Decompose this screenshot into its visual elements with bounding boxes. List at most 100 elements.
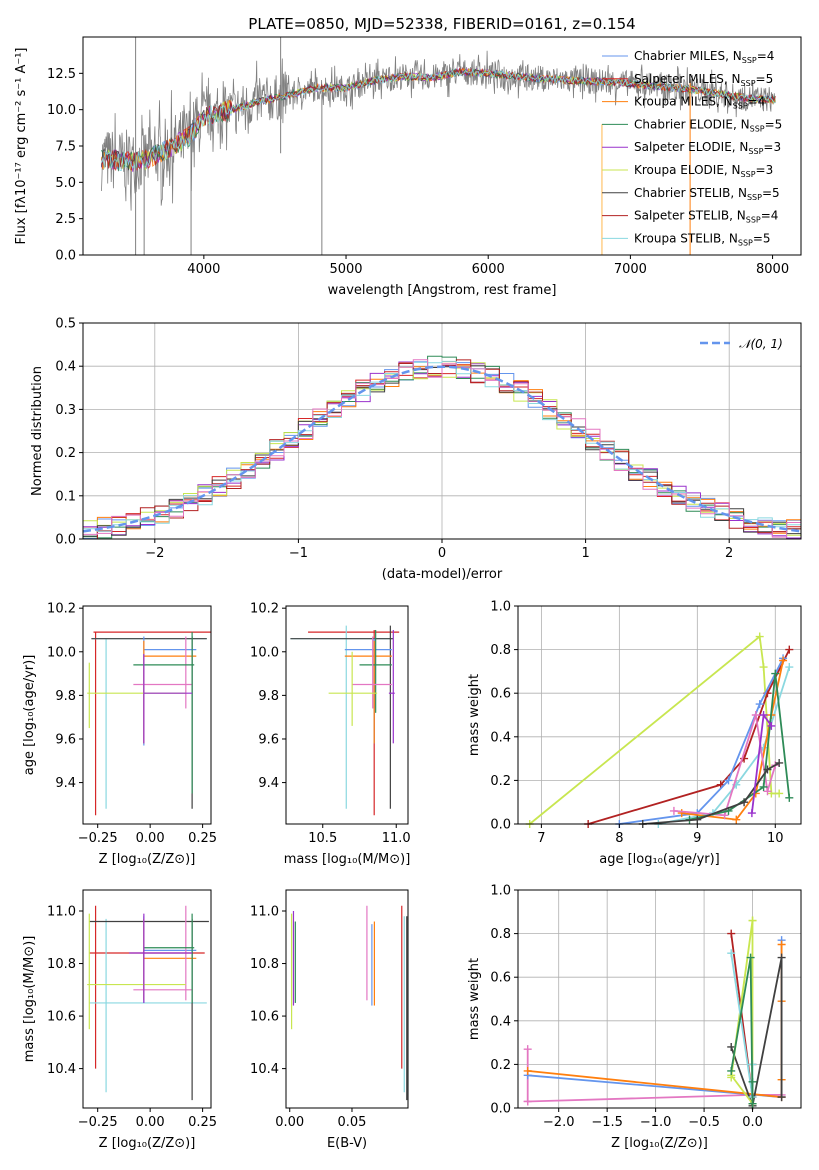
y-tick-label: 0.5 xyxy=(55,317,76,332)
weight-marker xyxy=(746,953,755,962)
legend-label: Kroupa STELIB, NSSP=5 xyxy=(634,231,771,247)
weight-line xyxy=(689,673,791,821)
x-tick-label: 7 xyxy=(537,831,545,846)
legend-label: Kroupa MILES, NSSP=4 xyxy=(634,95,765,111)
weight-marker xyxy=(775,789,784,798)
weight-marker xyxy=(748,1099,757,1108)
y-tick-label: 0.0 xyxy=(490,1102,511,1117)
y-tick-label: 0.1 xyxy=(55,489,76,504)
x-tick-label: −1.5 xyxy=(591,1115,623,1130)
plot-frame xyxy=(517,605,802,825)
x-tick-label: −1 xyxy=(289,546,308,561)
y-tick-label: 0.4 xyxy=(55,360,76,375)
y-tick-label: 11.0 xyxy=(250,905,279,920)
legend-suffix: =4 xyxy=(748,95,766,109)
y-tick-label: 10.8 xyxy=(47,957,76,972)
x-tick-label: 8 xyxy=(615,831,623,846)
y-tick-label: 10.4 xyxy=(250,1062,279,1077)
legend-label: Chabrier ELODIE, NSSP=5 xyxy=(634,117,782,133)
x-axis-label: E(B-V) xyxy=(327,1136,367,1151)
legend-label: Chabrier MILES, NSSP=4 xyxy=(634,49,774,65)
histograms xyxy=(83,355,801,539)
x-tick-label: 10.5 xyxy=(308,831,337,846)
y-tick-label: 0.3 xyxy=(55,403,76,418)
legend-label: Chabrier STELIB, NSSP=5 xyxy=(634,186,780,202)
y-tick-label: 9.8 xyxy=(258,689,279,704)
weight-marker xyxy=(785,793,794,802)
weight-marker xyxy=(724,776,733,785)
legend-suffix: =4 xyxy=(757,49,775,63)
y-tick-label: 9.8 xyxy=(55,689,76,704)
weight-marker xyxy=(523,1097,532,1106)
y-tick-label: 11.0 xyxy=(47,905,76,920)
legend-sub: SSP xyxy=(733,102,748,111)
legend-suffix: =5 xyxy=(762,186,780,200)
legend-label: Salpeter MILES, NSSP=5 xyxy=(634,72,773,88)
legend-label: Salpeter STELIB, NSSP=4 xyxy=(634,209,778,225)
y-tick-label: 10.2 xyxy=(250,602,279,617)
weight-marker xyxy=(771,669,780,678)
gaussian-curve xyxy=(83,365,801,533)
plot-frame xyxy=(285,889,409,1109)
age-vs-mass-panel: 10.5 11.0 9.4 9.6 9.8 10.0 10.2 mass [log₁₀(M/M… xyxy=(250,602,411,867)
weight-marker xyxy=(727,1066,736,1075)
legend-sub: SSP xyxy=(747,193,762,202)
y-tick-label: 0.2 xyxy=(490,1058,511,1073)
legend-label: Salpeter ELODIE, NSSP=3 xyxy=(634,140,781,156)
legend-suffix: =5 xyxy=(753,231,771,245)
weight-marker xyxy=(763,787,772,796)
y-axis-label: Normed distribution xyxy=(30,366,45,496)
weight-marker xyxy=(755,700,764,709)
x-tick-label: 11.0 xyxy=(382,831,411,846)
weight-marker xyxy=(755,632,764,641)
legend-sub: SSP xyxy=(748,147,763,156)
spectrum-traces xyxy=(101,37,776,255)
legend-suffix: =3 xyxy=(763,140,781,154)
y-axis-label: mass weight xyxy=(467,674,482,756)
weight-marker xyxy=(785,645,794,654)
y-tick-label: 10.8 xyxy=(250,957,279,972)
y-axis-label: mass weight xyxy=(467,958,482,1040)
y-tick-label: 0.2 xyxy=(490,774,511,789)
legend-sub: SSP xyxy=(742,56,757,65)
weight-marker xyxy=(775,758,784,767)
x-tick-label: −0.25 xyxy=(78,831,118,846)
weight-marker xyxy=(763,765,772,774)
y-tick-label: 10.6 xyxy=(250,1010,279,1025)
y-tick-label: 12.5 xyxy=(47,67,76,82)
weight-marker xyxy=(523,1066,532,1075)
y-tick-label: 0.2 xyxy=(55,446,76,461)
weight-line xyxy=(527,940,783,1099)
x-tick-label: 0.05 xyxy=(338,1115,367,1130)
weight-marker xyxy=(759,711,768,719)
weight-vs-age-panel: 7 8 9 10 0.0 0.2 0.4 0.6 0.8 1.0 age [log₁₀(age/yr… xyxy=(467,600,802,867)
weight-marker xyxy=(748,916,757,925)
plot-frame xyxy=(517,889,802,1109)
weight-marker xyxy=(740,798,749,807)
y-tick-label: 10.6 xyxy=(47,1010,76,1025)
plot-frame xyxy=(82,889,212,1109)
legend-suffix: =5 xyxy=(765,117,783,131)
y-tick-label: 7.5 xyxy=(55,140,76,155)
weight-marker xyxy=(759,782,768,791)
errorbars xyxy=(87,905,209,1101)
x-axis-label: Z [log₁₀(Z/Z⊙)] xyxy=(611,1136,708,1151)
x-tick-label: 0.00 xyxy=(136,1115,165,1130)
legend-sub: SSP xyxy=(741,79,756,88)
y-tick-label: 1.0 xyxy=(490,884,511,899)
x-tick-label: 10 xyxy=(767,831,784,846)
x-tick-label: 0 xyxy=(438,546,446,561)
residuals-panel: −2 −1 0 1 2 0.0 0.1 0.2 0.3 0.4 0.5 (data-model)/er… xyxy=(30,317,802,582)
chart-title: PLATE=0850, MJD=52338, FIBERID=0161, z=0… xyxy=(248,15,635,33)
weight-marker xyxy=(747,809,756,818)
legend-sub: SSP xyxy=(738,238,753,247)
x-tick-label: 4000 xyxy=(187,262,220,277)
x-tick-label: 2 xyxy=(725,546,733,561)
weight-marker xyxy=(777,940,786,949)
x-tick-label: −2 xyxy=(145,546,164,561)
weight-marker xyxy=(759,663,768,672)
y-tick-label: 2.5 xyxy=(55,212,76,227)
x-tick-label: −2.0 xyxy=(543,1115,575,1130)
weight-marker xyxy=(751,711,760,719)
legend-suffix: =3 xyxy=(756,163,774,177)
